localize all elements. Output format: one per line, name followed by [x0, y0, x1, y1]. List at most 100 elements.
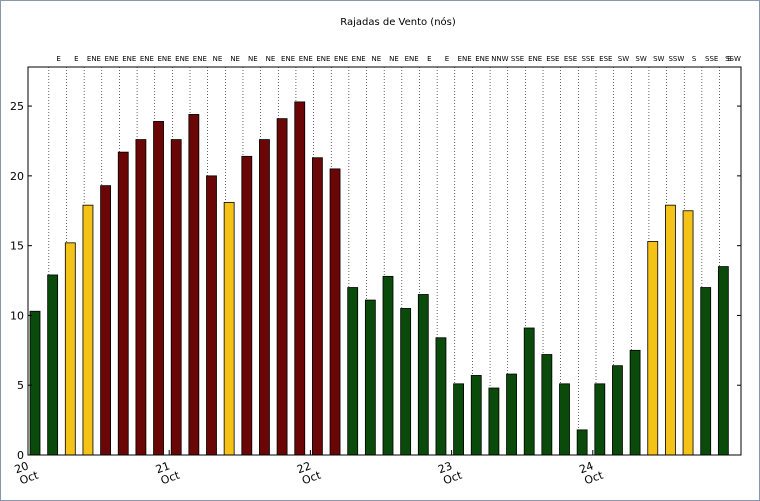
- bar: [700, 287, 712, 456]
- y-tick-label: 15: [10, 240, 24, 253]
- bar: [541, 354, 553, 456]
- bar: [576, 429, 588, 456]
- direction-label: ENE: [193, 55, 207, 63]
- direction-label: NNW: [491, 55, 508, 63]
- bar: [665, 204, 676, 456]
- bar: [206, 175, 217, 456]
- bar: [435, 337, 447, 456]
- direction-label: NE: [389, 55, 399, 63]
- bar: [259, 139, 270, 456]
- y-tick-label: 5: [17, 379, 24, 392]
- direction-label: SSW: [668, 55, 684, 63]
- bar: [82, 204, 94, 456]
- bar: [364, 299, 376, 456]
- direction-label: SSE: [581, 55, 594, 63]
- direction-label: ENE: [281, 55, 295, 63]
- direction-label: ENE: [458, 55, 472, 63]
- direction-label: ENE: [475, 55, 489, 63]
- bar: [311, 157, 323, 456]
- direction-label: SSE: [511, 55, 524, 63]
- bar: [135, 139, 147, 456]
- direction-label: ENE: [158, 55, 172, 63]
- x-tick-month: Oct: [583, 468, 606, 487]
- direction-label: ENE: [87, 55, 101, 63]
- plot-border: [27, 66, 742, 456]
- x-tick-day: 21: [154, 459, 172, 476]
- bar: [347, 287, 359, 456]
- bar: [629, 349, 641, 456]
- direction-label: NE: [213, 55, 223, 63]
- direction-label: NE: [230, 55, 240, 63]
- bar: [329, 168, 341, 456]
- bar: [153, 121, 164, 456]
- bar: [717, 266, 729, 456]
- direction-label: ENE: [334, 55, 348, 63]
- bar: [64, 242, 76, 456]
- direction-label: ESE: [564, 55, 577, 63]
- bar: [506, 373, 517, 456]
- direction-label: NE: [248, 55, 258, 63]
- direction-label: NE: [266, 55, 276, 63]
- direction-label: E: [56, 55, 60, 63]
- bar: [100, 185, 111, 456]
- direction-label: SSE: [705, 55, 718, 63]
- bar: [382, 275, 394, 456]
- direction-label: ENE: [316, 55, 330, 63]
- bar: [523, 327, 535, 456]
- direction-label: ENE: [122, 55, 136, 63]
- bar: [188, 114, 200, 456]
- bar: [29, 310, 41, 456]
- direction-label: ENE: [175, 55, 189, 63]
- bar: [47, 274, 59, 456]
- direction-label: ENE: [352, 55, 366, 63]
- direction-label: E: [74, 55, 78, 63]
- direction-label: ESE: [599, 55, 612, 63]
- bar: [647, 241, 659, 456]
- x-tick-day: 23: [436, 459, 454, 476]
- x-tick-day: 20: [13, 459, 31, 476]
- direction-label: ESE: [546, 55, 559, 63]
- x-tick-day: 24: [578, 459, 596, 476]
- bar: [453, 383, 465, 456]
- bar: [417, 294, 429, 456]
- x-tick-month: Oct: [441, 468, 464, 487]
- direction-label: SW: [653, 55, 664, 63]
- direction-label: E: [427, 55, 431, 63]
- chart-title: Rajadas de Vento (nós): [340, 16, 456, 28]
- direction-label: NE: [372, 55, 382, 63]
- bar: [594, 383, 606, 456]
- direction-label: E: [445, 55, 449, 63]
- direction-label: SW: [618, 55, 629, 63]
- bar: [559, 383, 570, 456]
- direction-label: ENE: [140, 55, 154, 63]
- x-tick-month: Oct: [159, 468, 182, 487]
- x-tick-month: Oct: [18, 468, 41, 487]
- y-tick-label: 25: [10, 100, 24, 113]
- x-tick-day: 22: [295, 459, 313, 476]
- x-tick-month: Oct: [300, 468, 323, 487]
- bar: [682, 210, 694, 456]
- direction-label: SSW: [725, 55, 741, 63]
- direction-label: ENE: [299, 55, 313, 63]
- bar: [294, 101, 306, 456]
- bar: [117, 151, 129, 456]
- bars-layer: [29, 101, 729, 456]
- direction-label: ENE: [528, 55, 542, 63]
- bar: [223, 201, 235, 456]
- y-tick-label: 20: [10, 170, 24, 183]
- direction-label: S: [727, 55, 732, 63]
- bar: [400, 308, 412, 456]
- bar: [470, 375, 482, 456]
- direction-label: ENE: [105, 55, 119, 63]
- y-tick-label: 0: [17, 449, 24, 462]
- y-tick-label: 10: [10, 309, 24, 322]
- bar: [241, 155, 253, 456]
- direction-label: SW: [635, 55, 646, 63]
- direction-label: ENE: [405, 55, 419, 63]
